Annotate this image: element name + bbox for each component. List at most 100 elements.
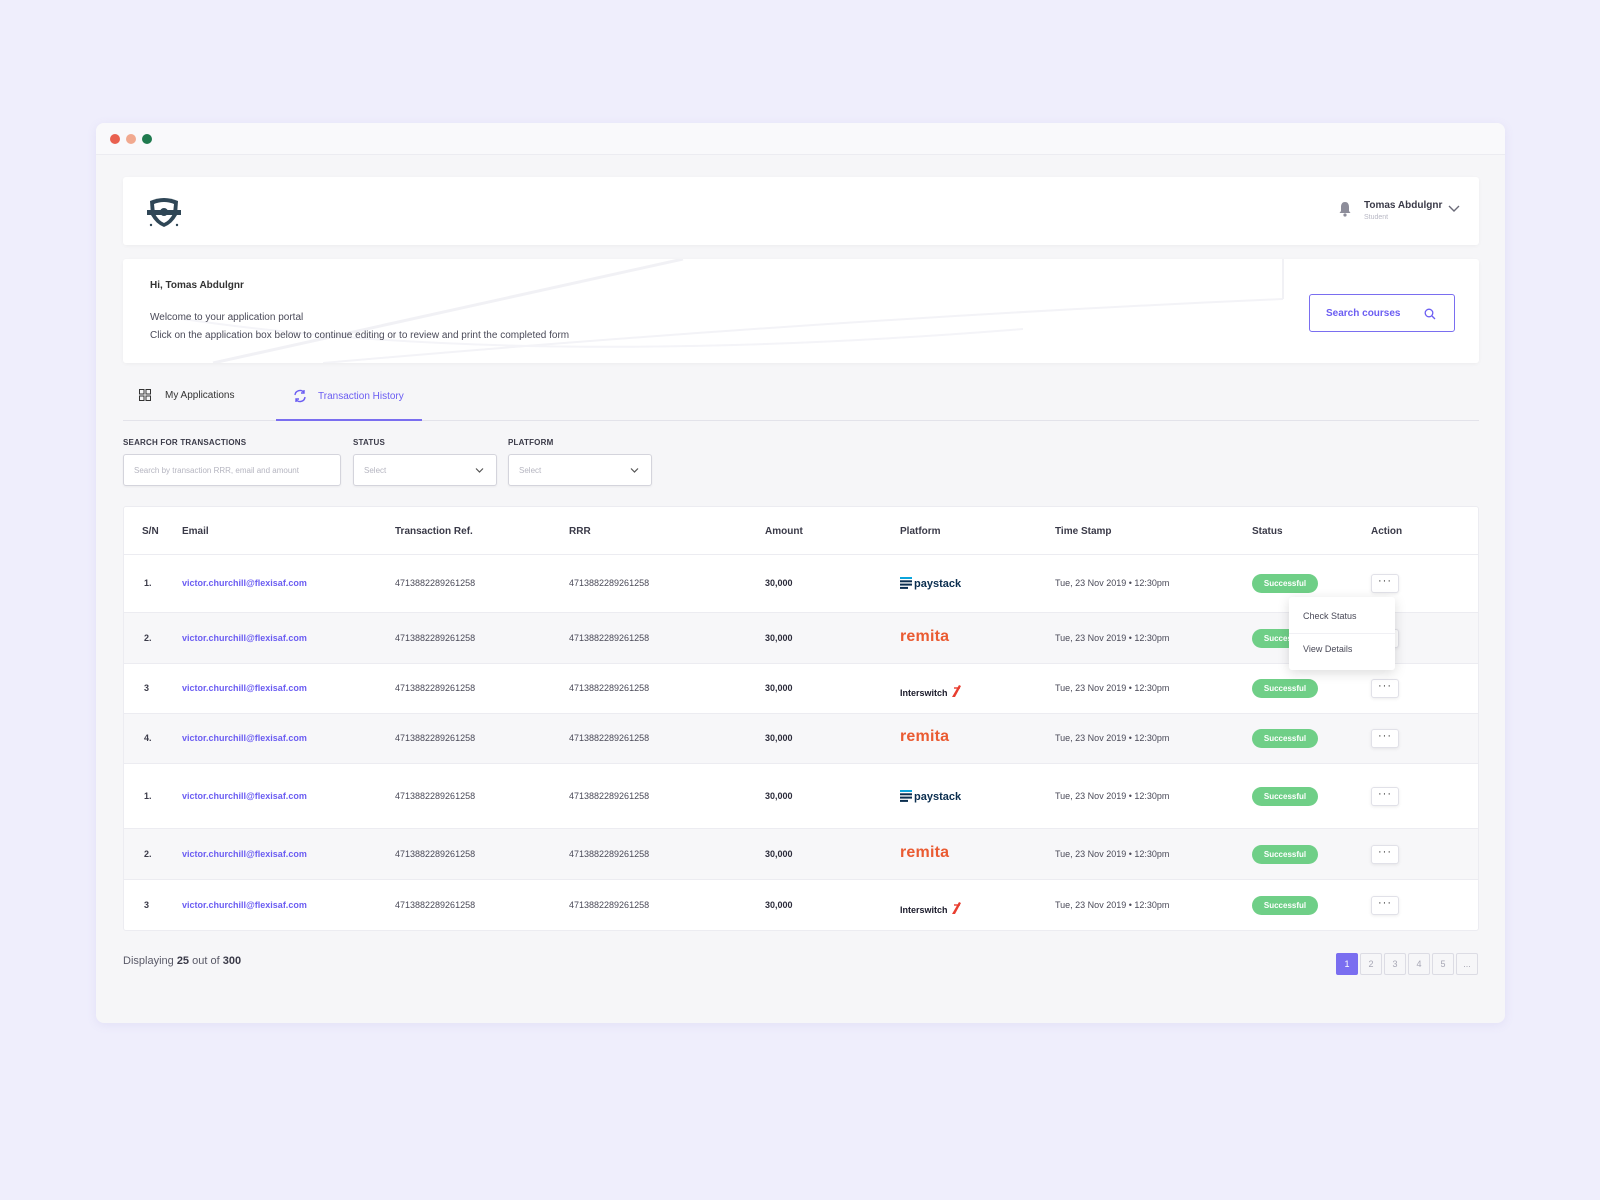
row-amount: 30,000 xyxy=(765,733,793,743)
status-badge: Successful xyxy=(1252,729,1318,748)
row-serial-number: 1. xyxy=(144,578,152,588)
platform-select[interactable]: Select xyxy=(508,454,652,486)
row-transaction-ref: 4713882289261258 xyxy=(395,633,476,643)
row-serial-number: 3 xyxy=(144,683,150,693)
row-serial-number: 4. xyxy=(144,733,152,743)
pagination-more-button[interactable]: ... xyxy=(1456,953,1478,975)
row-amount: 30,000 xyxy=(765,849,793,859)
row-timestamp: Tue, 23 Nov 2019 • 12:30pm xyxy=(1055,849,1170,859)
row-action-button[interactable]: ··· xyxy=(1371,896,1399,915)
row-amount: 30,000 xyxy=(765,633,793,643)
row-email-link[interactable]: victor.churchill@flexisaf.com xyxy=(182,578,307,588)
row-timestamp: Tue, 23 Nov 2019 • 12:30pm xyxy=(1055,733,1170,743)
status-badge: Successful xyxy=(1252,574,1318,593)
row-rrr: 4713882289261258 xyxy=(569,733,650,743)
row-email-link[interactable]: victor.churchill@flexisaf.com xyxy=(182,791,307,801)
row-email-link[interactable]: victor.churchill@flexisaf.com xyxy=(182,633,307,643)
transaction-search-placeholder: Search by transaction RRR, email and amo… xyxy=(134,466,299,475)
pagination-shown-count: 25 xyxy=(176,955,190,967)
pagination-page-button[interactable]: 4 xyxy=(1408,953,1430,975)
welcome-card: Hi, Tomas Abdulgnr Welcome to your appli… xyxy=(123,259,1479,363)
refresh-icon xyxy=(294,389,306,403)
row-serial-number: 1. xyxy=(144,791,152,801)
row-action-button[interactable]: ··· xyxy=(1371,845,1399,864)
bell-icon[interactable] xyxy=(1338,201,1352,217)
pagination-out-of: out of xyxy=(192,955,220,967)
greeting: Hi, Tomas Abdulgnr xyxy=(150,280,244,291)
status-select-placeholder: Select xyxy=(364,466,387,475)
interswitch-logo-icon xyxy=(951,685,961,697)
paystack-logo-icon xyxy=(900,577,912,589)
maximize-window-button[interactable] xyxy=(142,134,152,144)
user-name: Tomas Abdulgnr xyxy=(1364,200,1443,211)
status-select[interactable]: Select xyxy=(353,454,497,486)
row-rrr: 4713882289261258 xyxy=(569,849,650,859)
shield-logo[interactable] xyxy=(145,195,183,229)
chevron-down-icon xyxy=(630,468,639,473)
search-courses-label: Search courses xyxy=(1326,308,1401,319)
pagination-page-button[interactable]: 3 xyxy=(1384,953,1406,975)
column-header-rrr: RRR xyxy=(569,526,591,537)
interswitch-logo: Interswitch xyxy=(900,684,962,698)
status-badge: Successful xyxy=(1252,787,1318,806)
column-header-status: Status xyxy=(1252,526,1283,537)
welcome-instructions: Click on the application box below to co… xyxy=(150,330,570,341)
minimize-window-button[interactable] xyxy=(126,134,136,144)
app-window: Tomas Abdulgnr Student Hi, Tomas Abdulgn… xyxy=(96,123,1505,1023)
pagination-total-count: 300 xyxy=(222,955,242,967)
row-transaction-ref: 4713882289261258 xyxy=(395,578,476,588)
grid-icon xyxy=(139,389,151,401)
table-row: 3 victor.churchill@flexisaf.com 4713882289… xyxy=(124,880,1478,931)
row-action-button[interactable]: ··· xyxy=(1371,574,1399,593)
row-amount: 30,000 xyxy=(765,791,793,801)
row-email-link[interactable]: victor.churchill@flexisaf.com xyxy=(182,733,307,743)
close-window-button[interactable] xyxy=(110,134,120,144)
search-courses-button[interactable]: Search courses xyxy=(1309,294,1455,332)
row-timestamp: Tue, 23 Nov 2019 • 12:30pm xyxy=(1055,578,1170,588)
row-amount: 30,000 xyxy=(765,578,793,588)
row-timestamp: Tue, 23 Nov 2019 • 12:30pm xyxy=(1055,900,1170,910)
pagination-page-button[interactable]: 1 xyxy=(1336,953,1358,975)
remita-logo: remita xyxy=(900,844,950,861)
top-navbar: Tomas Abdulgnr Student xyxy=(123,177,1479,245)
row-email-link[interactable]: victor.churchill@flexisaf.com xyxy=(182,900,307,910)
row-email-link[interactable]: victor.churchill@flexisaf.com xyxy=(182,683,307,693)
pagination-page-button[interactable]: 5 xyxy=(1432,953,1454,975)
pagination-prefix: Displaying xyxy=(123,955,174,967)
row-action-menu: Check Status View Details xyxy=(1289,597,1395,670)
interswitch-logo-text: Interswitch xyxy=(900,688,948,698)
view-details-menu-item[interactable]: View Details xyxy=(1289,633,1395,663)
row-action-button[interactable]: ··· xyxy=(1371,787,1399,806)
window-titlebar xyxy=(96,123,1505,155)
paystack-logo-icon xyxy=(900,790,912,802)
welcome-message: Welcome to your application portal xyxy=(150,312,304,323)
welcome-background-decoration xyxy=(182,259,1284,363)
table-row: 2. victor.churchill@flexisaf.com 471388228… xyxy=(124,613,1478,664)
status-badge: Successful xyxy=(1252,896,1318,915)
check-status-menu-item[interactable]: Check Status xyxy=(1303,611,1357,621)
pagination-page-button[interactable]: 2 xyxy=(1360,953,1382,975)
tab-transaction-history[interactable]: Transaction History xyxy=(276,377,422,421)
transaction-search-input[interactable]: Search by transaction RRR, email and amo… xyxy=(123,454,341,486)
column-header-platform: Platform xyxy=(900,526,941,537)
user-role: Student xyxy=(1364,214,1389,221)
column-header-timestamp: Time Stamp xyxy=(1055,526,1112,537)
remita-logo: remita xyxy=(900,628,950,645)
row-transaction-ref: 4713882289261258 xyxy=(395,849,476,859)
column-header-email: Email xyxy=(182,526,209,537)
row-action-button[interactable]: ··· xyxy=(1371,729,1399,748)
status-badge: Successful xyxy=(1252,679,1318,698)
row-email-link[interactable]: victor.churchill@flexisaf.com xyxy=(182,849,307,859)
chevron-down-icon[interactable] xyxy=(1448,203,1460,213)
table-row: 2. victor.churchill@flexisaf.com 471388228… xyxy=(124,829,1478,880)
row-amount: 30,000 xyxy=(765,900,793,910)
table-header: S/N Email Transaction Ref. RRR Amount Pl… xyxy=(124,507,1478,555)
search-transactions-label: SEARCH FOR TRANSACTIONS xyxy=(123,438,247,447)
transactions-table: S/N Email Transaction Ref. RRR Amount Pl… xyxy=(123,506,1479,931)
row-rrr: 4713882289261258 xyxy=(569,683,650,693)
row-rrr: 4713882289261258 xyxy=(569,578,650,588)
remita-logo: remita xyxy=(900,728,950,745)
pagination-summary: Displaying 25 out of 300 xyxy=(123,955,241,967)
row-action-button[interactable]: ··· xyxy=(1371,679,1399,698)
paystack-logo-text: paystack xyxy=(914,578,962,590)
